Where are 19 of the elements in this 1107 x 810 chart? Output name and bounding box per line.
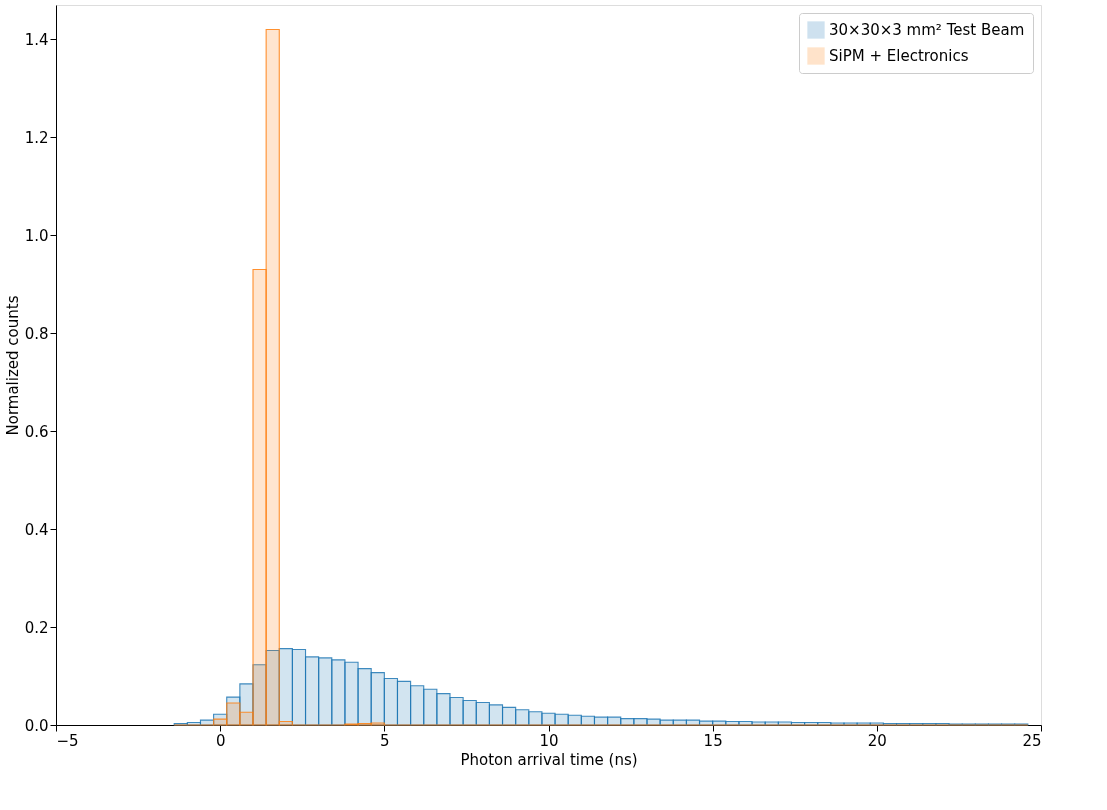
y-tick-label: 0.2 <box>24 618 49 637</box>
y-tick-label: 0.6 <box>24 422 49 441</box>
y-tick-label: 0.0 <box>24 716 49 735</box>
legend-label: 30×30×3 mm² Test Beam <box>829 21 1025 39</box>
x-tick-label: 20 <box>867 731 887 750</box>
x-axis-title: Photon arrival time (ns) <box>460 750 638 769</box>
y-tick-label: 1.2 <box>24 128 49 147</box>
y-tick-label: 0.8 <box>24 324 49 343</box>
x-tick-label: 5 <box>380 731 390 750</box>
y-tick-label: 1.4 <box>24 30 49 49</box>
x-tick-label: 0 <box>215 731 226 750</box>
x-tick-label: 10 <box>539 731 559 750</box>
y-axis-title: Normalized counts <box>3 295 22 436</box>
y-tick-label: 0.4 <box>24 520 49 539</box>
x-tick-label: 15 <box>703 731 723 750</box>
x-tick-label: −5 <box>56 731 79 750</box>
legend-label: SiPM + Electronics <box>829 47 969 65</box>
x-tick-label: 25 <box>1022 731 1042 750</box>
y-tick-label: 1.0 <box>24 226 49 245</box>
